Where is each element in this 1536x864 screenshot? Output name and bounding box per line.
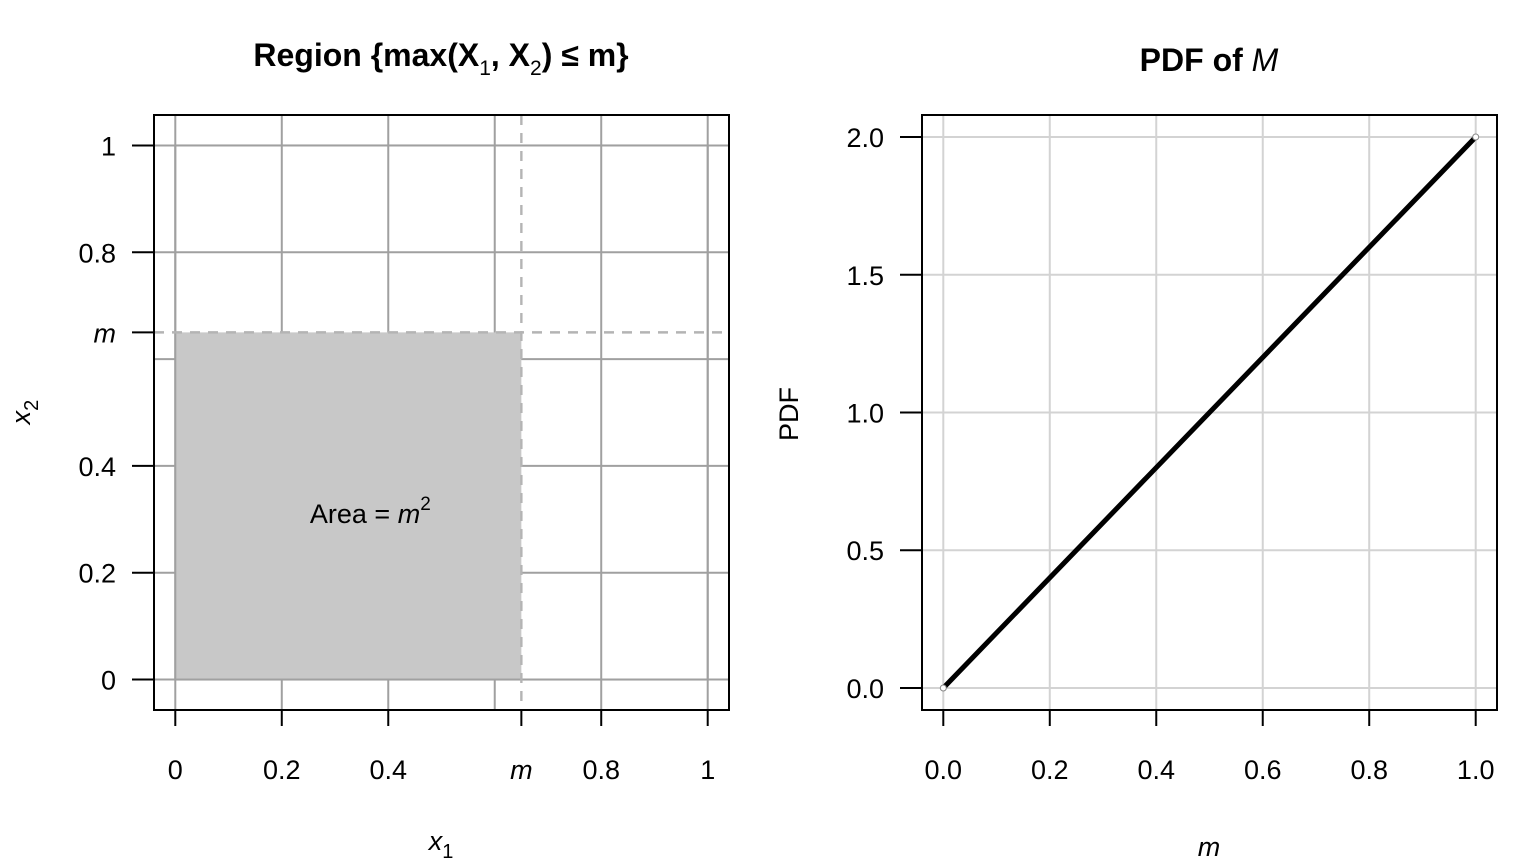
x-tick-label-1: 0.2 xyxy=(263,755,301,785)
left-chart-title: Region {max(X1, X2) ≤ m} xyxy=(253,37,628,80)
x-tick-label-4: 0.8 xyxy=(582,755,620,785)
y-tick-label-5: 1 xyxy=(101,131,116,161)
pdf-line xyxy=(940,134,1479,691)
y-tick-label-3: m xyxy=(94,318,117,348)
x-tick-label-2: 0.4 xyxy=(369,755,407,785)
unit-square xyxy=(174,144,709,681)
y-tick-label-2: 1.0 xyxy=(846,399,884,429)
y-tick-label-2: 0.4 xyxy=(78,452,116,482)
x-tick-label-4: 0.8 xyxy=(1350,755,1388,785)
left-x-axis-label: x1 xyxy=(427,826,454,863)
m-guide-lines xyxy=(154,115,729,710)
x-tick-label-1: 0.2 xyxy=(1031,755,1069,785)
right-y-axis-label: PDF xyxy=(774,387,804,441)
pdf-series xyxy=(939,133,1480,692)
y-tick-label-0: 0 xyxy=(101,666,116,696)
pdf-endpoint-0 xyxy=(939,684,947,692)
left-y-axis-label: x2 xyxy=(6,400,43,427)
x-tick-label-2: 0.4 xyxy=(1137,755,1175,785)
left-chart: Region {max(X1, X2) ≤ m} Area = m2 0 0.2 0… xyxy=(6,37,730,863)
y-tick-label-1: 0.5 xyxy=(846,536,884,566)
shaded-region xyxy=(175,332,522,680)
x-tick-label-0: 0 xyxy=(168,755,183,785)
y-tick-label-0: 0.0 xyxy=(846,674,884,704)
right-y-axis: 0.0 0.5 1.0 1.5 2.0 xyxy=(846,123,922,704)
left-plot-border xyxy=(153,114,730,711)
right-x-axis: 0.0 0.2 0.4 0.6 0.8 1.0 xyxy=(925,710,1495,785)
x-tick-label-0: 0.0 xyxy=(925,755,963,785)
y-tick-label-4: 2.0 xyxy=(846,123,884,153)
right-x-axis-label: m xyxy=(1198,832,1221,862)
x-tick-label-3: 0.6 xyxy=(1244,755,1282,785)
right-grid xyxy=(922,115,1497,710)
x-tick-label-5: 1.0 xyxy=(1457,755,1495,785)
right-chart-title: PDF of M xyxy=(1140,42,1279,78)
left-y-axis: 0 0.2 0.4 m 0.8 1 xyxy=(78,131,154,696)
area-annotation: Area = m2 xyxy=(310,494,431,529)
x-tick-label-3: m xyxy=(510,755,533,785)
x-tick-label-5: 1 xyxy=(700,755,715,785)
y-tick-label-1: 0.2 xyxy=(78,559,116,589)
left-x-axis: 0 0.2 0.4 m 0.8 1 xyxy=(168,710,715,785)
right-chart: PDF of M 0.0 0.2 0.4 0.6 0.8 1.0 0.0 0.5 1.0 1.5… xyxy=(774,42,1498,862)
pdf-endpoint-1 xyxy=(1472,133,1480,141)
y-tick-label-3: 1.5 xyxy=(846,261,884,291)
y-tick-label-4: 0.8 xyxy=(78,238,116,268)
